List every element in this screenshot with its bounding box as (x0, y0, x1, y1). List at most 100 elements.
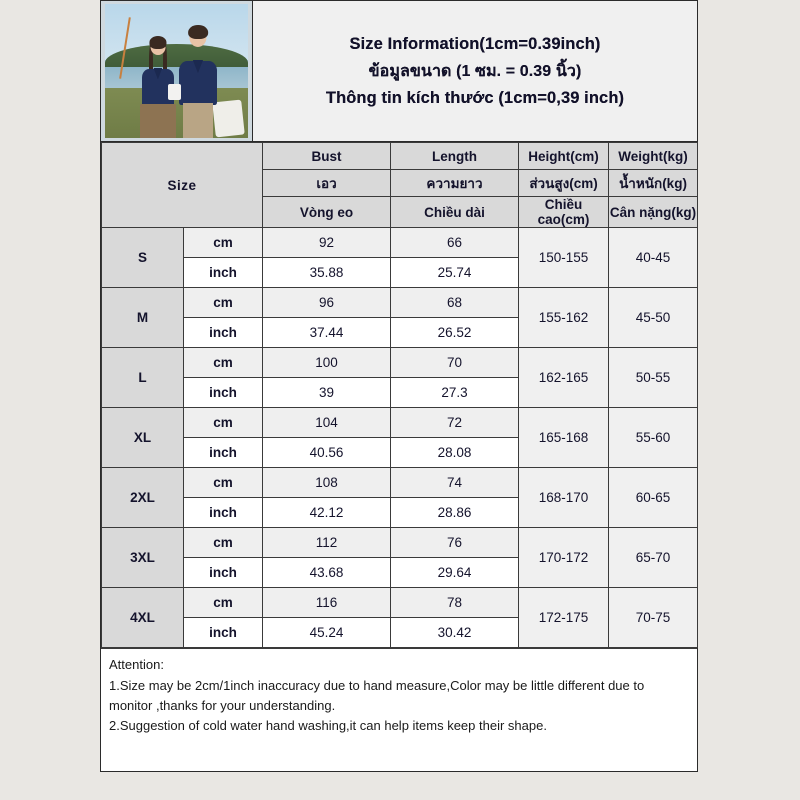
table-row: M cm 96 68 155-162 45-50 (101, 287, 699, 348)
size-chart-panel: Size Information(1cm=0.39inch) ข้อมูลขนา… (100, 0, 699, 772)
length-cm: 66 (390, 227, 520, 258)
unit-cell-inch: inch (182, 437, 264, 468)
bust-inch: 37.44 (262, 317, 392, 348)
cup (167, 84, 181, 101)
length-inch: 25.74 (390, 257, 520, 288)
bust-cm: 100 (262, 347, 392, 378)
bust-inch: 39 (262, 377, 392, 408)
size-cell: S (101, 227, 184, 288)
col-header-weight-en: Weight(kg) (608, 142, 699, 170)
bust-inch: 45.24 (262, 617, 392, 648)
col-header-length-en: Length (390, 142, 520, 170)
unit-cell-inch: inch (182, 557, 264, 588)
size-cell: M (101, 287, 184, 348)
table-row: L cm 100 70 162-165 50-55 (101, 347, 699, 408)
header-row-english: Size Bust Length Height(cm) Weight(kg) (100, 142, 699, 228)
unit-cell-cm: cm (182, 527, 264, 558)
title-english: Size Information(1cm=0.39inch) (349, 34, 601, 53)
col-header-bust-th: เอว (262, 169, 392, 197)
size-table: Size Bust Length Height(cm) Weight(kg) เ… (100, 142, 699, 648)
height-cell: 170-172 (518, 527, 610, 588)
table-row: 4XL cm 116 78 172-175 70-75 (101, 587, 699, 648)
length-cm: 76 (390, 527, 520, 558)
col-header-length-vi: Chiều dài (390, 196, 520, 228)
header-banner: Size Information(1cm=0.39inch) ข้อมูลขนา… (101, 1, 697, 142)
attention-heading: Attention: (109, 657, 164, 672)
title-block: Size Information(1cm=0.39inch) ข้อมูลขนา… (253, 1, 697, 141)
model-female (139, 35, 176, 138)
unit-cell-inch: inch (182, 317, 264, 348)
title-thai: ข้อมูลขนาด (1 ซม. = 0.39 นิ้ว) (368, 62, 582, 80)
trousers (182, 102, 214, 138)
hair (149, 35, 167, 49)
table-row: inch 45.24 30.42 (102, 617, 698, 648)
weight-cell: 70-75 (608, 587, 699, 648)
size-cell: 3XL (101, 527, 184, 588)
length-cm: 72 (390, 407, 520, 438)
table-row: 3XL cm 112 76 170-172 65-70 (101, 527, 699, 588)
collar (153, 67, 163, 80)
length-inch: 30.42 (390, 617, 520, 648)
bust-cm: 96 (262, 287, 392, 318)
unit-cell-inch: inch (182, 497, 264, 528)
length-cm: 68 (390, 287, 520, 318)
size-cell: 2XL (101, 467, 184, 528)
attention-line-2: 2.Suggestion of cold water hand washing,… (109, 718, 547, 734)
length-cm: 74 (390, 467, 520, 498)
unit-cell-cm: cm (182, 347, 264, 378)
bust-cm: 104 (262, 407, 392, 438)
collar (192, 59, 204, 74)
length-inch: 29.64 (390, 557, 520, 588)
hair (188, 24, 208, 40)
hills (105, 44, 248, 71)
height-cell: 162-165 (518, 347, 610, 408)
size-cell: 4XL (101, 587, 184, 648)
bust-inch: 42.12 (262, 497, 392, 528)
col-header-weight-th: น้ำหนัก(kg) (608, 169, 699, 197)
header-row-vietnamese: Vòng eo Chiều dài Chiều cao(cm) Cân nặng… (102, 196, 699, 228)
bust-inch: 43.68 (262, 557, 392, 588)
attention-line-1: 1.Size may be 2cm/1inch inaccuracy due t… (109, 677, 645, 713)
col-header-weight-vi: Cân nặng(kg) (608, 196, 699, 228)
col-header-height-en: Height(cm) (518, 142, 610, 170)
table-row: inch 39 27.3 (102, 377, 698, 408)
size-cell: L (101, 347, 184, 408)
height-cell: 165-168 (518, 407, 610, 468)
bust-inch: 40.56 (262, 437, 392, 468)
length-inch: 28.08 (390, 437, 520, 468)
table-row: inch 43.68 29.64 (102, 557, 698, 588)
title-vietnamese: Thông tin kích thước (1cm=0,39 inch) (325, 88, 625, 107)
model-male (177, 24, 220, 138)
col-header-length-th: ความยาว (390, 169, 520, 197)
col-header-bust-en: Bust (262, 142, 392, 170)
table-row: 2XL cm 108 74 168-170 60-65 (101, 467, 699, 528)
unit-cell-cm: cm (182, 287, 264, 318)
height-cell: 168-170 (518, 467, 610, 528)
col-header-bust-vi: Vòng eo (262, 196, 392, 228)
bust-cm: 108 (262, 467, 392, 498)
table-row: XL cm 104 72 165-168 55-60 (101, 407, 699, 468)
table-row: inch 40.56 28.08 (102, 437, 698, 468)
table-row: S cm 92 66 150-155 40-45 (101, 227, 699, 288)
length-inch: 27.3 (390, 377, 520, 408)
weight-cell: 40-45 (608, 227, 699, 288)
length-inch: 26.52 (390, 317, 520, 348)
bust-cm: 116 (262, 587, 392, 618)
unit-cell-cm: cm (182, 587, 264, 618)
height-cell: 172-175 (518, 587, 610, 648)
bust-inch: 35.88 (262, 257, 392, 288)
size-table-wrapper: Size Bust Length Height(cm) Weight(kg) เ… (100, 142, 699, 648)
bust-cm: 112 (262, 527, 392, 558)
hair-left (148, 44, 153, 87)
length-cm: 78 (390, 587, 520, 618)
length-cm: 70 (390, 347, 520, 378)
weight-cell: 60-65 (608, 467, 699, 528)
product-photo (101, 1, 253, 141)
attention-section: Attention: 1.Size may be 2cm/1inch inacc… (101, 648, 697, 771)
height-cell: 155-162 (518, 287, 610, 348)
table-row: inch 35.88 25.74 (102, 257, 698, 288)
unit-cell-cm: cm (182, 407, 264, 438)
height-cell: 150-155 (518, 227, 610, 288)
hair-right (163, 44, 167, 87)
unit-cell-cm: cm (182, 227, 264, 258)
